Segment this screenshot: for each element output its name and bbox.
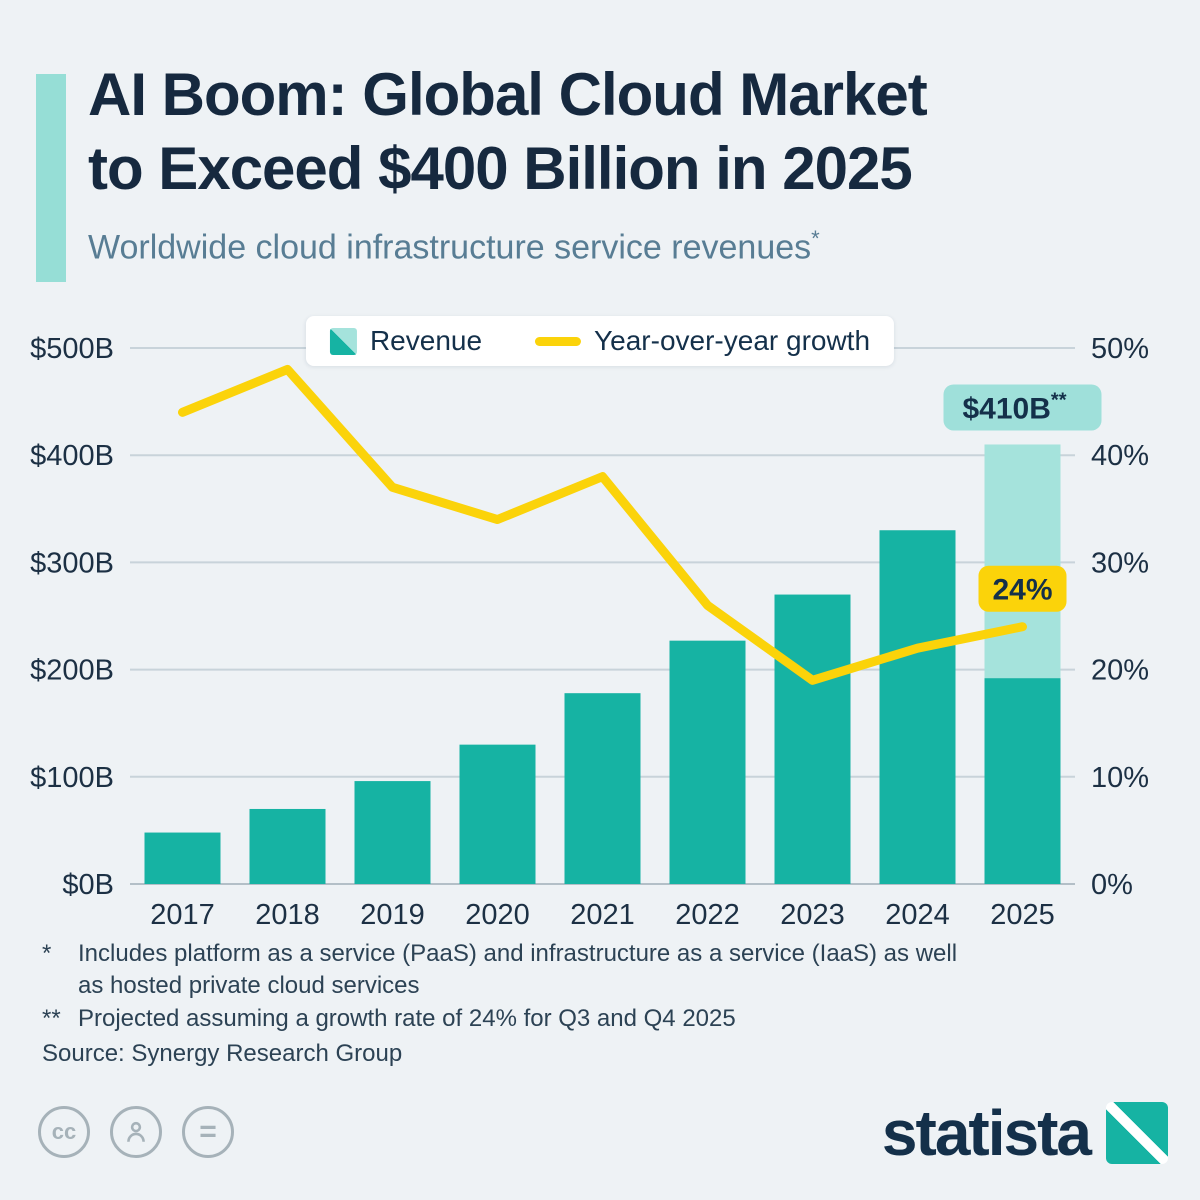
bar-2023 bbox=[774, 594, 851, 884]
x-axis-label-2020: 2020 bbox=[465, 899, 530, 931]
license-icons: cc = bbox=[38, 1106, 234, 1158]
chart-area: $0B $100B $200B $300B $400B $500B 0% 10% 20% 30% 4… bbox=[0, 300, 1200, 940]
title-line-2: to Exceed $400 Billion in 2025 bbox=[88, 134, 913, 202]
growth-legend-line-icon bbox=[535, 336, 582, 346]
title-accent-bar bbox=[36, 74, 66, 282]
right-axis-tick-label: 20% bbox=[1091, 655, 1149, 687]
bar-2019 bbox=[354, 781, 431, 884]
footnote-1-marker: * bbox=[42, 940, 52, 967]
x-axis-label-2023: 2023 bbox=[780, 899, 845, 931]
bar-2025 bbox=[984, 678, 1061, 884]
bar-2025-projected bbox=[984, 444, 1061, 679]
subtitle: Worldwide cloud infrastructure service r… bbox=[88, 226, 820, 267]
equals-icon[interactable]: = bbox=[182, 1106, 234, 1158]
left-axis-tick-label: $100B bbox=[30, 762, 114, 794]
cc-icon-label: cc bbox=[51, 1119, 77, 1144]
legend-revenue-label: Revenue bbox=[369, 325, 483, 356]
x-axis-label-2017: 2017 bbox=[150, 899, 215, 931]
subtitle-text: Worldwide cloud infrastructure service r… bbox=[88, 228, 812, 267]
x-axis-label-2022: 2022 bbox=[675, 899, 740, 931]
x-axis-label-2019: 2019 bbox=[360, 899, 425, 931]
revenue-bars bbox=[144, 444, 1061, 884]
left-axis-tick-label: $200B bbox=[30, 655, 114, 687]
bar-2017 bbox=[144, 832, 221, 884]
footnotes: * Includes platform as a service (PaaS) … bbox=[42, 938, 978, 1035]
left-axis-tick-label: $300B bbox=[30, 547, 114, 579]
right-axis-tick-label: 0% bbox=[1091, 869, 1133, 901]
footnote-1: * Includes platform as a service (PaaS) … bbox=[42, 938, 978, 1003]
x-axis-labels: 2017 2018 2019 2020 2021 2022 2023 2024 2025 bbox=[150, 899, 1055, 931]
left-axis-tick-label: $400B bbox=[30, 440, 114, 472]
right-axis-labels: 0% 10% 20% 30% 40% 50% bbox=[1091, 333, 1149, 901]
subtitle-footnote-marker: * bbox=[811, 226, 820, 251]
bar-2020 bbox=[459, 744, 536, 884]
left-axis-tick-label: $0B bbox=[62, 869, 114, 901]
equals-icon-label: = bbox=[199, 1115, 217, 1148]
bar-callout: $410B** bbox=[943, 384, 1102, 431]
revenue-growth-chart: $0B $100B $200B $300B $400B $500B 0% 10% 20% 30% 4… bbox=[30, 333, 1149, 931]
footnote-2-marker: ** bbox=[42, 1004, 61, 1032]
line-callout: 24% bbox=[978, 565, 1067, 612]
cc-icon[interactable]: cc bbox=[38, 1106, 90, 1158]
chart-legend: Revenue Year-over-year growth bbox=[305, 316, 895, 366]
right-axis-tick-label: 50% bbox=[1091, 333, 1149, 365]
x-axis-label-2018: 2018 bbox=[255, 899, 320, 931]
statista-logo[interactable]: statista bbox=[882, 1096, 1168, 1170]
right-axis-tick-label: 10% bbox=[1091, 762, 1149, 794]
x-axis-label-2025: 2025 bbox=[990, 899, 1055, 931]
growth-line bbox=[178, 364, 1027, 685]
source-line: Source: Synergy Research Group bbox=[42, 1040, 403, 1067]
footnote-2-text: Projected assuming a growth rate of 24% … bbox=[78, 1004, 736, 1032]
title-line-1: AI Boom: Global Cloud Market bbox=[88, 61, 928, 128]
bar-2021 bbox=[564, 693, 641, 884]
footnote-2: ** Projected assuming a growth rate of 2… bbox=[42, 1003, 978, 1035]
line-callout-label: 24% bbox=[992, 574, 1052, 607]
bar-2018 bbox=[249, 808, 326, 884]
page-title: AI Boom: Global Cloud Market to Exceed $4… bbox=[88, 58, 928, 206]
left-axis-labels: $0B $100B $200B $300B $400B $500B bbox=[30, 333, 114, 901]
right-axis-tick-label: 30% bbox=[1091, 547, 1149, 579]
revenue-legend-swatch-icon bbox=[329, 327, 357, 355]
x-axis-label-2021: 2021 bbox=[570, 899, 635, 931]
attribution-person-icon[interactable] bbox=[110, 1106, 162, 1158]
line-callout-box bbox=[978, 565, 1067, 612]
bar-callout-box bbox=[943, 384, 1102, 431]
x-axis-label-2024: 2024 bbox=[885, 899, 950, 931]
statista-logo-text: statista bbox=[881, 1097, 1092, 1169]
right-axis-tick-label: 40% bbox=[1091, 440, 1149, 472]
bar-callout-label: $410B** bbox=[963, 389, 1067, 425]
statista-logo-mark-icon bbox=[1106, 1102, 1168, 1164]
bar-2022 bbox=[669, 640, 746, 884]
left-axis-tick-label: $500B bbox=[30, 333, 114, 365]
legend-growth-label: Year-over-year growth bbox=[594, 325, 871, 356]
person-glyph bbox=[127, 1121, 145, 1142]
footnote-1-text: Includes platform as a service (PaaS) an… bbox=[78, 940, 958, 1000]
bar-2024 bbox=[879, 530, 956, 884]
